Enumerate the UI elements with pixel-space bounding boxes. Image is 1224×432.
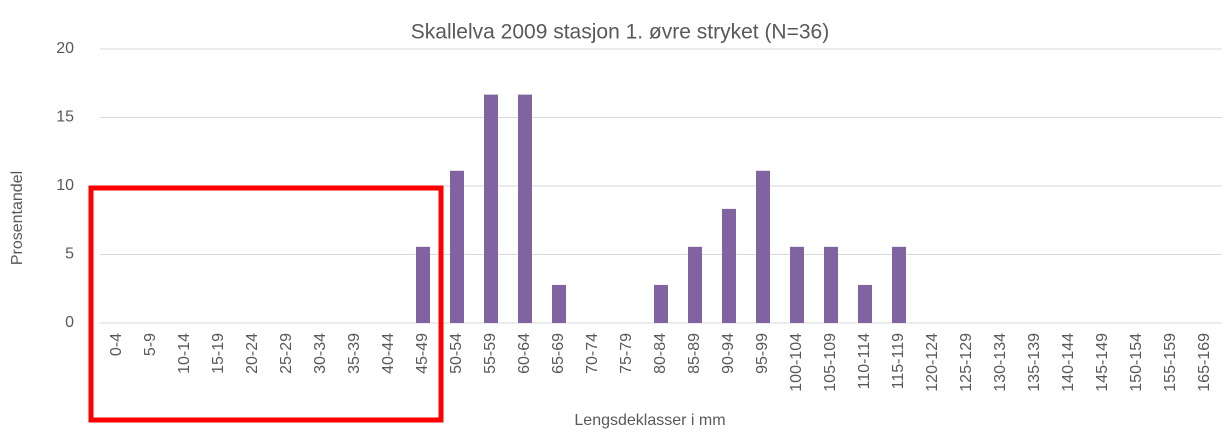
x-tick-label: 75-79	[618, 333, 635, 374]
x-tick-label: 0-4	[108, 333, 125, 356]
x-tick-label: 125-129	[958, 333, 975, 392]
y-tick-label: 5	[65, 246, 74, 263]
x-axis-title: Lengsdeklasser i mm	[574, 412, 725, 429]
y-tick-label: 20	[56, 40, 74, 57]
y-tick-label: 15	[56, 109, 74, 126]
x-tick-label: 70-74	[584, 333, 601, 374]
x-tick-label: 130-134	[992, 333, 1009, 392]
x-tick-label: 100-104	[788, 333, 805, 392]
y-tick-label: 0	[65, 314, 74, 331]
chart-title: Skallelva 2009 stasjon 1. øvre stryket (…	[411, 21, 829, 44]
x-tick-label: 15-19	[210, 333, 227, 374]
x-tick-label: 30-34	[312, 333, 329, 374]
x-tick-label: 25-29	[278, 333, 295, 374]
x-tick-label: 120-124	[924, 333, 941, 392]
x-tick-label: 105-109	[822, 333, 839, 392]
bar	[790, 246, 804, 323]
x-tick-label: 85-89	[686, 333, 703, 374]
y-axis-title: Prosentandel	[9, 171, 26, 265]
bar	[824, 246, 838, 323]
x-tick-label: 95-99	[754, 333, 771, 374]
x-tick-label: 150-154	[1128, 333, 1145, 392]
bar	[892, 246, 906, 323]
x-tick-label: 5-9	[142, 333, 159, 356]
x-tick-label: 20-24	[244, 333, 261, 374]
bar	[756, 170, 770, 323]
x-tick-label: 65-69	[550, 333, 567, 374]
x-tick-label: 45-49	[414, 333, 431, 374]
bar	[722, 208, 736, 323]
bar	[858, 284, 872, 323]
x-tick-label: 165-169	[1196, 333, 1213, 392]
x-tick-label: 60-64	[516, 333, 533, 374]
x-tick-label: 10-14	[176, 333, 193, 374]
x-tick-label: 135-139	[1026, 333, 1043, 392]
bar	[450, 170, 464, 323]
x-tick-label: 40-44	[380, 333, 397, 374]
x-tick-label: 145-149	[1094, 333, 1111, 392]
bar	[484, 94, 498, 323]
bar	[552, 284, 566, 323]
x-tick-label: 55-59	[482, 333, 499, 374]
x-tick-label: 140-144	[1060, 333, 1077, 392]
y-tick-label: 10	[56, 177, 74, 194]
x-tick-label: 155-159	[1162, 333, 1179, 392]
x-tick-label: 90-94	[720, 333, 737, 374]
x-tick-label: 50-54	[448, 333, 465, 374]
bar	[518, 94, 532, 323]
highlight-box	[88, 185, 444, 423]
bar	[654, 284, 668, 323]
bar	[416, 246, 430, 323]
bar	[688, 246, 702, 323]
x-tick-label: 35-39	[346, 333, 363, 374]
x-tick-label: 80-84	[652, 333, 669, 374]
x-tick-label: 115-119	[890, 333, 907, 389]
x-tick-label: 110-114	[856, 333, 873, 389]
